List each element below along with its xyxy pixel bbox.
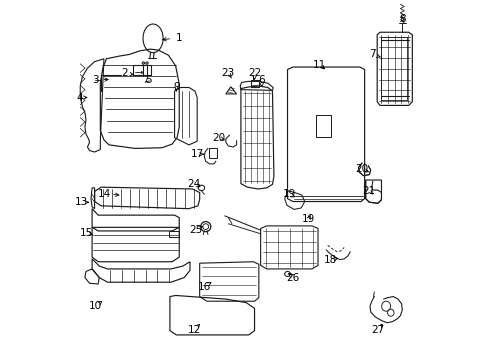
Text: 24: 24 bbox=[186, 179, 200, 189]
Text: 2: 2 bbox=[121, 68, 127, 78]
Text: 11: 11 bbox=[312, 59, 326, 69]
Bar bbox=[381, 37, 407, 100]
Text: 23: 23 bbox=[221, 68, 235, 78]
Bar bbox=[208, 148, 216, 158]
Text: 6: 6 bbox=[258, 75, 264, 85]
Text: 17: 17 bbox=[190, 149, 203, 159]
Text: 21: 21 bbox=[362, 186, 375, 196]
Bar bbox=[250, 80, 258, 87]
Text: 5: 5 bbox=[145, 75, 151, 85]
Text: 26: 26 bbox=[285, 273, 299, 283]
Text: 1: 1 bbox=[176, 33, 182, 42]
Ellipse shape bbox=[145, 62, 148, 64]
Text: 7: 7 bbox=[369, 49, 375, 59]
Text: 16: 16 bbox=[197, 282, 210, 292]
Text: 19: 19 bbox=[301, 215, 314, 224]
Text: 13: 13 bbox=[75, 197, 88, 207]
Text: 20: 20 bbox=[355, 164, 368, 174]
Text: 25: 25 bbox=[189, 225, 203, 235]
Text: 19: 19 bbox=[282, 189, 295, 199]
Text: 22: 22 bbox=[247, 68, 261, 78]
Bar bbox=[316, 115, 330, 137]
Bar bbox=[132, 64, 151, 75]
Text: 8: 8 bbox=[398, 14, 405, 24]
Text: 10: 10 bbox=[89, 301, 102, 311]
Text: 15: 15 bbox=[80, 228, 93, 238]
Text: 18: 18 bbox=[323, 255, 337, 265]
Ellipse shape bbox=[142, 62, 144, 64]
Text: 14: 14 bbox=[98, 189, 111, 199]
Text: 4: 4 bbox=[76, 93, 82, 103]
Text: 27: 27 bbox=[370, 325, 384, 335]
Text: 20: 20 bbox=[212, 133, 225, 143]
Text: 12: 12 bbox=[187, 325, 201, 335]
Text: 3: 3 bbox=[92, 75, 99, 85]
Text: 9: 9 bbox=[173, 82, 179, 92]
